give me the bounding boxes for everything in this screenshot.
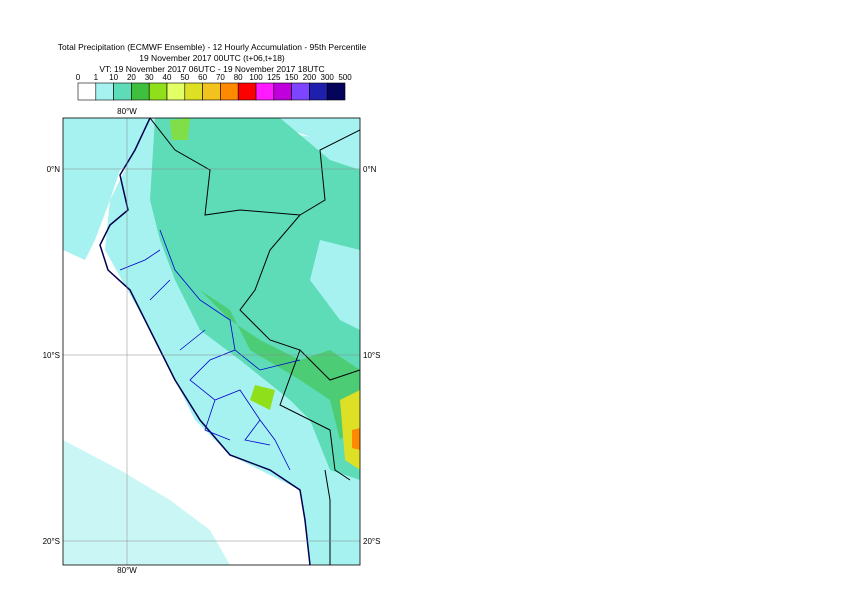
lon-label: 80°W [117,566,137,575]
lat-label: 20°S [363,537,380,546]
lon-label: 80°W [117,107,137,116]
map-frame [62,117,361,566]
colorbar-label: 200 [303,73,317,82]
colorbar: 0 1 10 20 30 40 50 60 70 80 100 125 150 200 300 500 [76,73,352,101]
colorbar-swatch [184,82,203,101]
lat-label: 10°S [43,351,60,360]
country-border [149,118,360,565]
region-border [119,229,301,471]
map [63,118,360,565]
colorbar-swatch [255,82,275,101]
lat-label: 20°S [43,537,60,546]
colorbar-swatch [202,82,221,101]
colorbar-label: 70 [216,73,225,82]
colorbar-label: 150 [285,73,299,82]
colorbar-label: 300 [321,73,335,82]
colorbar-swatch [326,82,346,101]
subtitle: 19 November 2017 00UTC (t+06,t+18) [139,53,285,63]
colorbar-swatch [220,82,239,101]
colorbar-label: 60 [198,73,207,82]
colorbar-label: 125 [267,73,281,82]
colorbar-swatch [273,82,292,101]
valid-time: VT: 19 November 2017 06UTC - 19 November… [99,64,324,74]
title: Total Precipitation (ECMWF Ensemble) - 1… [58,42,367,52]
precip-area [250,385,275,410]
precip-area [340,390,360,470]
colorbar-swatch [309,82,328,101]
colorbar-label: 100 [249,73,263,82]
colorbar-swatch [166,82,186,101]
colorbar-swatch [131,82,150,101]
colorbar-label: 10 [109,73,118,82]
colorbar-label: 40 [163,73,172,82]
colorbar-label: 1 [94,73,99,82]
colorbar-label: 50 [180,73,189,82]
colorbar-label: 30 [145,73,154,82]
colorbar-label: 20 [127,73,136,82]
precip-area [352,428,360,450]
precip-area [63,118,150,260]
colorbar-label: 0 [76,73,81,82]
colorbar-swatch [113,82,132,101]
precip-area [170,118,190,140]
lat-label: 0°N [363,165,377,174]
lat-label: 10°S [363,351,380,360]
colorbar-swatch [148,82,168,101]
colorbar-label: 80 [234,73,243,82]
colorbar-swatch [291,82,310,101]
colorbar-swatch [77,82,97,101]
precip-area [63,440,230,565]
coastline [99,118,311,565]
precip-area [150,118,360,480]
colorbar-label: 500 [338,73,352,82]
lat-label: 0°N [47,165,61,174]
colorbar-swatch [237,82,257,101]
colorbar-swatch [95,82,114,101]
